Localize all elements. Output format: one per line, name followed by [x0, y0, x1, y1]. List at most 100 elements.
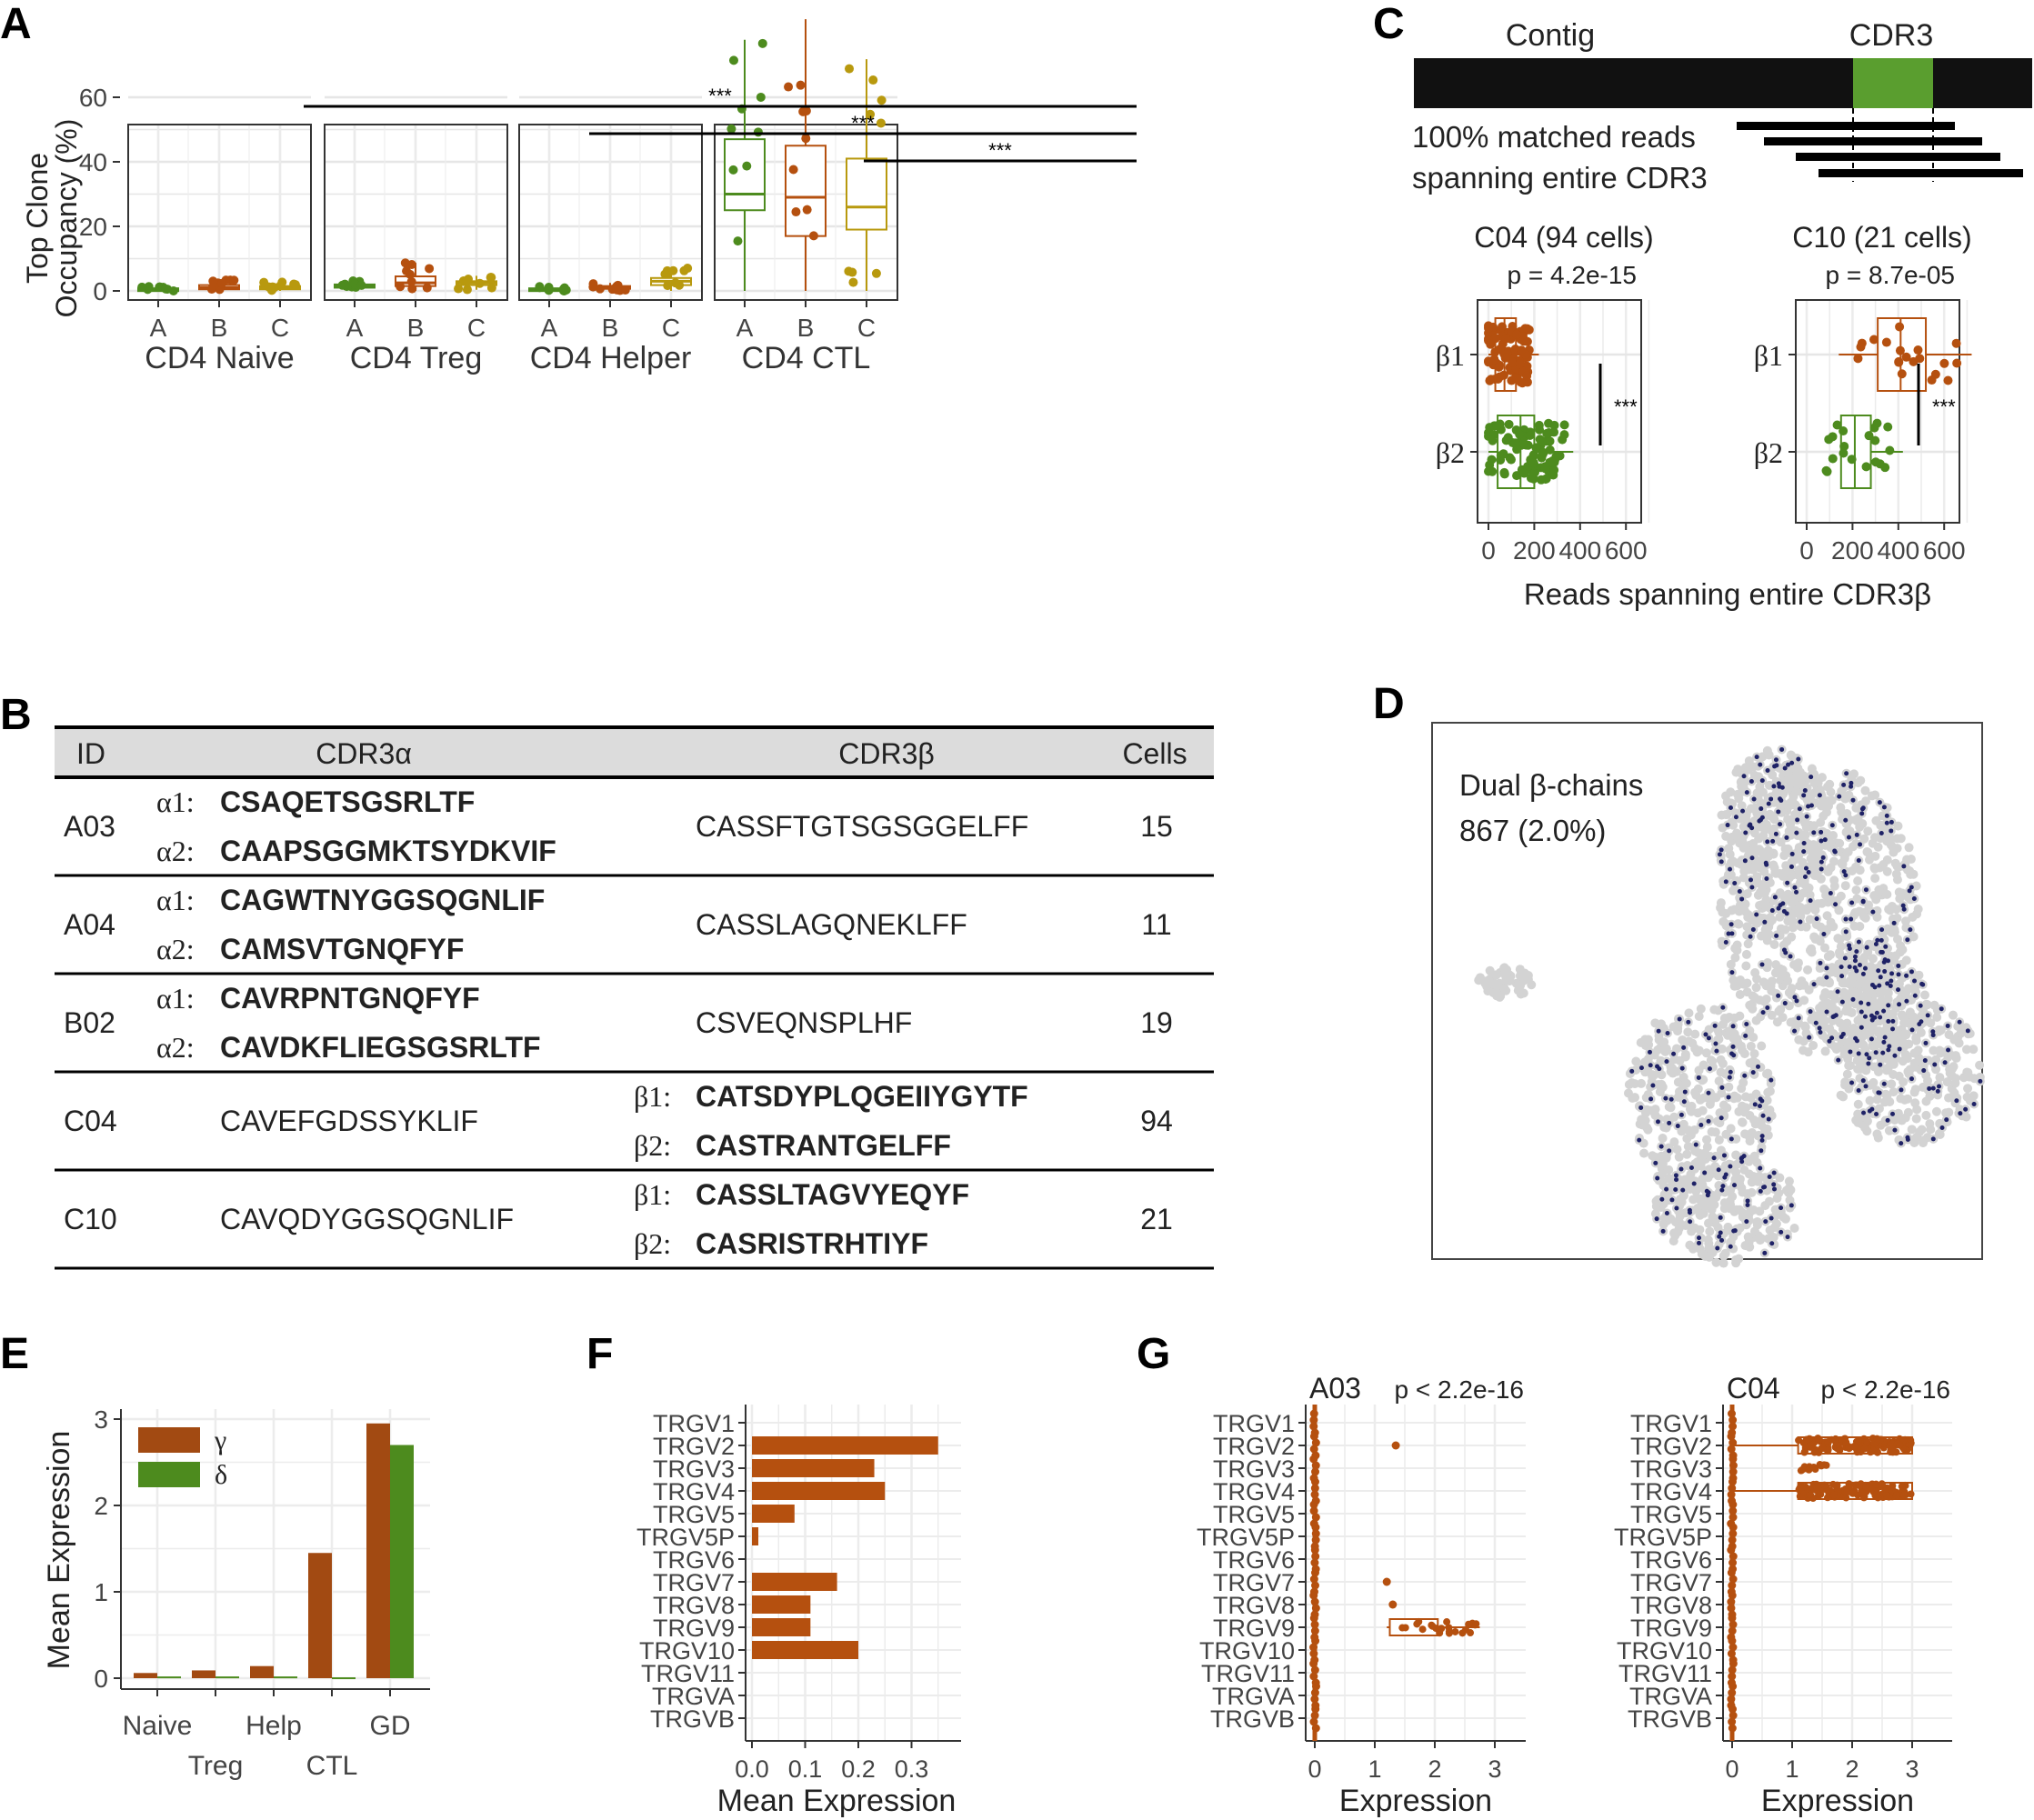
umap-point: [1809, 870, 1819, 880]
data-point: [848, 277, 858, 287]
umap-point: [1757, 1041, 1767, 1051]
y-tick-label: TRGVB: [650, 1705, 735, 1733]
dual-chain-point: [1671, 1051, 1677, 1056]
dual-chain-point: [1769, 908, 1775, 914]
dual-chain-point: [1886, 1047, 1891, 1053]
dual-chain-point: [1889, 819, 1894, 825]
umap-point: [1746, 1041, 1756, 1051]
data-point: [663, 281, 673, 291]
dual-chain-point: [1856, 1087, 1861, 1093]
annotation: Dual β-chains: [1459, 768, 1643, 802]
contig-label: Contig: [1506, 18, 1595, 53]
umap-point: [1763, 1177, 1773, 1187]
data-point: [1538, 447, 1548, 457]
umap-point: [1678, 1191, 1688, 1201]
data-point: [1558, 435, 1568, 445]
y-tick-label: 1: [94, 1578, 108, 1606]
umap-point: [1714, 1076, 1724, 1086]
y-tick-label: TRGV3: [1213, 1455, 1295, 1483]
dual-chain-point: [1677, 1016, 1682, 1022]
y-tick-label: TRGVB: [1210, 1705, 1295, 1733]
umap-point: [1775, 869, 1785, 879]
umap-point: [1926, 1018, 1936, 1028]
bar: [390, 1445, 414, 1678]
data-point: [1528, 451, 1538, 461]
y-tick-label: TRGV7: [1630, 1569, 1712, 1596]
umap-point: [1695, 1095, 1705, 1105]
y-tick-label: TRGV5: [1630, 1501, 1712, 1528]
umap-point: [1637, 1078, 1647, 1088]
dual-chain-point: [1881, 1081, 1887, 1086]
dual-chain-point: [1698, 1122, 1704, 1127]
umap-point: [1772, 788, 1782, 798]
umap-point: [1672, 1145, 1682, 1155]
data-point: [462, 276, 472, 286]
umap-point: [1763, 957, 1773, 967]
dual-chain-point: [1794, 998, 1799, 1004]
data-point: [217, 278, 227, 288]
dual-chain-point: [1867, 1055, 1872, 1061]
umap-point: [1865, 1095, 1875, 1105]
data-point: [798, 106, 808, 116]
dual-chain-point: [1939, 1006, 1944, 1012]
dual-chain-point: [1861, 1110, 1867, 1115]
umap-point: [1763, 1234, 1773, 1244]
data-point: [1899, 1491, 1908, 1499]
data-point: [422, 283, 432, 293]
subplot-0: C04 (94 cells) p = 4.2e-15 β1 β2 *** 0 200 400 6…: [1436, 221, 1654, 565]
dual-chain-point: [1944, 1117, 1949, 1123]
dual-chain-point: [1801, 841, 1807, 846]
dual-chain-point: [1847, 965, 1852, 970]
dual-chain-point: [1869, 1017, 1875, 1023]
dual-chain-point: [1745, 1198, 1750, 1204]
dual-chain-point: [1681, 1099, 1687, 1105]
dual-chain-point: [1757, 818, 1762, 824]
y-tick-label: TRGV9: [1213, 1615, 1295, 1642]
x-tick-label: A: [150, 314, 167, 342]
data-point: [1847, 455, 1857, 465]
umap-point: [1853, 1099, 1863, 1109]
data-point: [1451, 1627, 1459, 1635]
dual-chain-point: [1909, 885, 1914, 890]
umap-point: [1715, 1108, 1725, 1118]
data-point: [1517, 345, 1527, 355]
umap-point: [1868, 954, 1878, 964]
subplot-1: C04 p < 2.2e-16TRGV1TRGV2TRGV3TRGV4TRGV5T…: [1614, 1372, 1952, 1818]
umap-point: [1709, 1005, 1719, 1015]
umap-point: [1700, 1202, 1710, 1212]
umap-point: [1624, 1080, 1634, 1090]
data-point: [1860, 1445, 1869, 1453]
dual-chain-point: [1771, 1170, 1777, 1175]
dual-chain-point: [1892, 1053, 1898, 1058]
umap-point: [1768, 770, 1778, 780]
data-point: [801, 134, 811, 144]
dual-chain-point: [1764, 876, 1769, 882]
dual-chain-point: [1930, 1136, 1936, 1142]
umap-point: [1760, 1125, 1770, 1135]
umap-point: [1823, 782, 1833, 792]
data-point: [1820, 1481, 1829, 1489]
umap-point: [1764, 780, 1774, 790]
data-point: [791, 207, 801, 217]
data-point: [1398, 1624, 1407, 1632]
bar: [752, 1436, 938, 1455]
dual-chain-point: [1655, 1175, 1660, 1181]
dual-chain-point: [1744, 790, 1749, 795]
data-point: [796, 80, 806, 90]
umap-point: [1723, 1030, 1733, 1040]
box: [785, 145, 827, 237]
umap-point: [1745, 1242, 1755, 1252]
dual-chain-point: [1879, 927, 1885, 933]
panel-letter: D: [1373, 680, 1405, 728]
umap-point: [1841, 827, 1851, 837]
bar: [752, 1505, 795, 1523]
data-point: [1812, 1483, 1820, 1491]
dual-chain-point: [1841, 782, 1847, 787]
umap-point: [1717, 810, 1727, 820]
data-point: [1802, 1435, 1810, 1444]
umap-point: [1903, 1066, 1913, 1076]
dual-chain-point: [1856, 939, 1861, 945]
dual-chain-point: [1932, 1062, 1938, 1067]
data-point: [1798, 1482, 1806, 1490]
